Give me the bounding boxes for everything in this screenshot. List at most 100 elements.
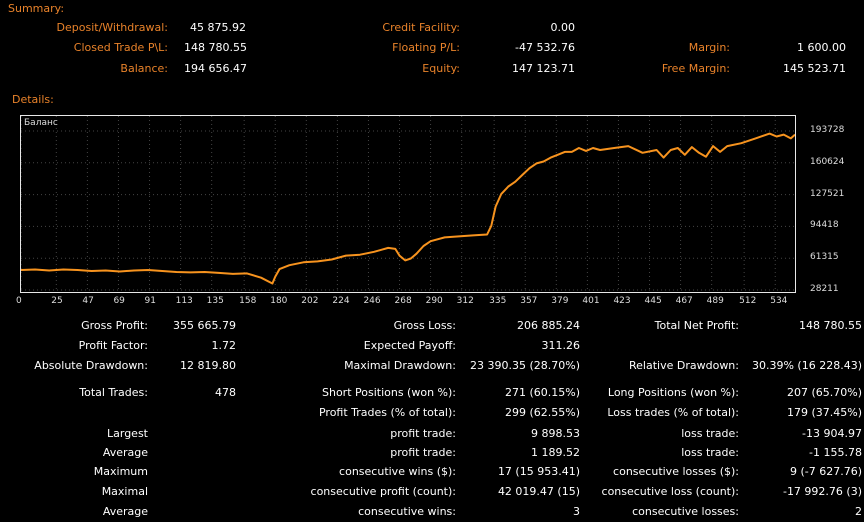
profit-factor-value: 1.72	[211, 339, 237, 352]
avg-consecutive-wins-label: consecutive wins:	[358, 505, 456, 518]
maximal-consecutive-loss-value: -17 992.76 (3)	[782, 485, 862, 498]
expected-payoff-value: 311.26	[541, 339, 581, 352]
equity-label: Equity:	[422, 62, 460, 75]
y-tick-label: 94418	[810, 220, 839, 231]
x-tick-label: 290	[425, 296, 443, 306]
total-trades-label: Total Trades:	[79, 386, 148, 399]
x-tick-label: 47	[82, 296, 94, 306]
profit-trades-value: 299 (62.55%)	[504, 406, 580, 419]
max-consecutive-wins-value: 17 (15 953.41)	[497, 465, 580, 478]
average-loss-label: loss trade:	[681, 446, 739, 459]
x-tick-label: 246	[363, 296, 381, 306]
x-tick-label: 312	[456, 296, 474, 306]
x-tick-label: 202	[301, 296, 319, 306]
free-margin-label: Free Margin:	[661, 62, 730, 75]
x-tick-label: 69	[113, 296, 125, 306]
avg-consecutive-wins-value: 3	[573, 505, 580, 518]
total-trades-value: 478	[215, 386, 236, 399]
chart-title: Баланс	[24, 118, 58, 128]
x-tick-label: 489	[706, 296, 724, 306]
y-tick-label: 160624	[810, 156, 845, 167]
total-net-profit-label: Total Net Profit:	[654, 319, 739, 332]
x-tick-label: 224	[332, 296, 350, 306]
balance-value: 194 656.47	[184, 62, 247, 75]
maximal-drawdown-value: 23 390.35 (28.70%)	[469, 359, 580, 372]
absolute-drawdown-label: Absolute Drawdown:	[34, 359, 148, 372]
maximal-consecutive-profit-value: 42 019.47 (15)	[497, 485, 580, 498]
x-tick-label: 91	[144, 296, 156, 306]
closed-trade-value: 148 780.55	[184, 41, 247, 54]
short-positions-label: Short Positions (won %):	[321, 386, 456, 399]
y-tick-label: 127521	[810, 188, 845, 199]
credit-label: Credit Facility:	[382, 21, 460, 34]
average-consecutive-label: Average	[102, 505, 148, 518]
x-tick-label: 113	[175, 296, 193, 306]
balance-series-line	[21, 132, 795, 285]
balance-chart	[20, 115, 796, 293]
x-tick-label: 335	[489, 296, 507, 306]
margin-value: 1 600.00	[797, 41, 846, 54]
max-consecutive-losses-value: 9 (-7 627.76)	[789, 465, 862, 478]
details-title: Details:	[12, 93, 54, 106]
equity-value: 147 123.71	[512, 62, 575, 75]
loss-trades-value: 179 (37.45%)	[786, 406, 862, 419]
x-tick-label: 25	[51, 296, 63, 306]
y-tick-label: 193728	[810, 125, 845, 135]
profit-factor-label: Profit Factor:	[78, 339, 148, 352]
y-tick-label: 28211	[810, 284, 839, 294]
gross-profit-label: Gross Profit:	[81, 319, 148, 332]
floating-value: -47 532.76	[515, 41, 575, 54]
largest-profit-value: 9 898.53	[531, 427, 580, 440]
balance-chart-svg	[21, 116, 795, 292]
maximal-label: Maximal	[101, 485, 148, 498]
max-consecutive-losses-label: consecutive losses ($):	[613, 465, 739, 478]
average-loss-value: -1 155.78	[809, 446, 862, 459]
closed-trade-label: Closed Trade P\L:	[73, 41, 168, 54]
loss-trades-label: Loss trades (% of total):	[607, 406, 739, 419]
gross-loss-value: 206 885.24	[517, 319, 580, 332]
x-tick-label: 268	[394, 296, 412, 306]
x-tick-label: 467	[675, 296, 693, 306]
x-tick-label: 534	[770, 296, 788, 306]
x-tick-label: 158	[239, 296, 257, 306]
max-consecutive-wins-label: consecutive wins ($):	[339, 465, 456, 478]
credit-value: 0.00	[550, 21, 576, 34]
x-tick-label: 180	[270, 296, 288, 306]
long-positions-label: Long Positions (won %):	[607, 386, 739, 399]
largest-profit-label: profit trade:	[390, 427, 456, 440]
floating-label: Floating P/L:	[392, 41, 460, 54]
largest-loss-value: -13 904.97	[802, 427, 862, 440]
deposit-value: 45 875.92	[190, 21, 246, 34]
largest-loss-label: loss trade:	[681, 427, 739, 440]
short-positions-value: 271 (60.15%)	[504, 386, 580, 399]
maximum-label: Maximum	[93, 465, 148, 478]
average-label: Average	[102, 446, 148, 459]
x-tick-label: 445	[644, 296, 662, 306]
long-positions-value: 207 (65.70%)	[786, 386, 862, 399]
maximal-consecutive-loss-label: consecutive loss (count):	[601, 485, 739, 498]
x-tick-label: 401	[582, 296, 600, 306]
y-tick-label: 61315	[810, 252, 839, 263]
x-tick-label: 0	[16, 296, 22, 306]
maximal-drawdown-label: Maximal Drawdown:	[344, 359, 456, 372]
relative-drawdown-value: 30.39% (16 228.43)	[751, 359, 862, 372]
avg-consecutive-losses-label: consecutive losses:	[632, 505, 739, 518]
free-margin-value: 145 523.71	[783, 62, 846, 75]
deposit-label: Deposit/Withdrawal:	[56, 21, 168, 34]
absolute-drawdown-value: 12 819.80	[180, 359, 236, 372]
expected-payoff-label: Expected Payoff:	[363, 339, 456, 352]
margin-label: Margin:	[688, 41, 730, 54]
average-profit-value: 1 189.52	[531, 446, 580, 459]
total-net-profit-value: 148 780.55	[799, 319, 862, 332]
x-tick-label: 357	[520, 296, 538, 306]
average-profit-label: profit trade:	[390, 446, 456, 459]
x-tick-label: 379	[551, 296, 569, 306]
x-tick-label: 423	[613, 296, 631, 306]
avg-consecutive-losses-value: 2	[855, 505, 862, 518]
gross-loss-label: Gross Loss:	[393, 319, 456, 332]
maximal-consecutive-profit-label: consecutive profit (count):	[310, 485, 456, 498]
relative-drawdown-label: Relative Drawdown:	[629, 359, 739, 372]
gross-profit-value: 355 665.79	[173, 319, 236, 332]
largest-label: Largest	[107, 427, 148, 440]
balance-label: Balance:	[120, 62, 168, 75]
